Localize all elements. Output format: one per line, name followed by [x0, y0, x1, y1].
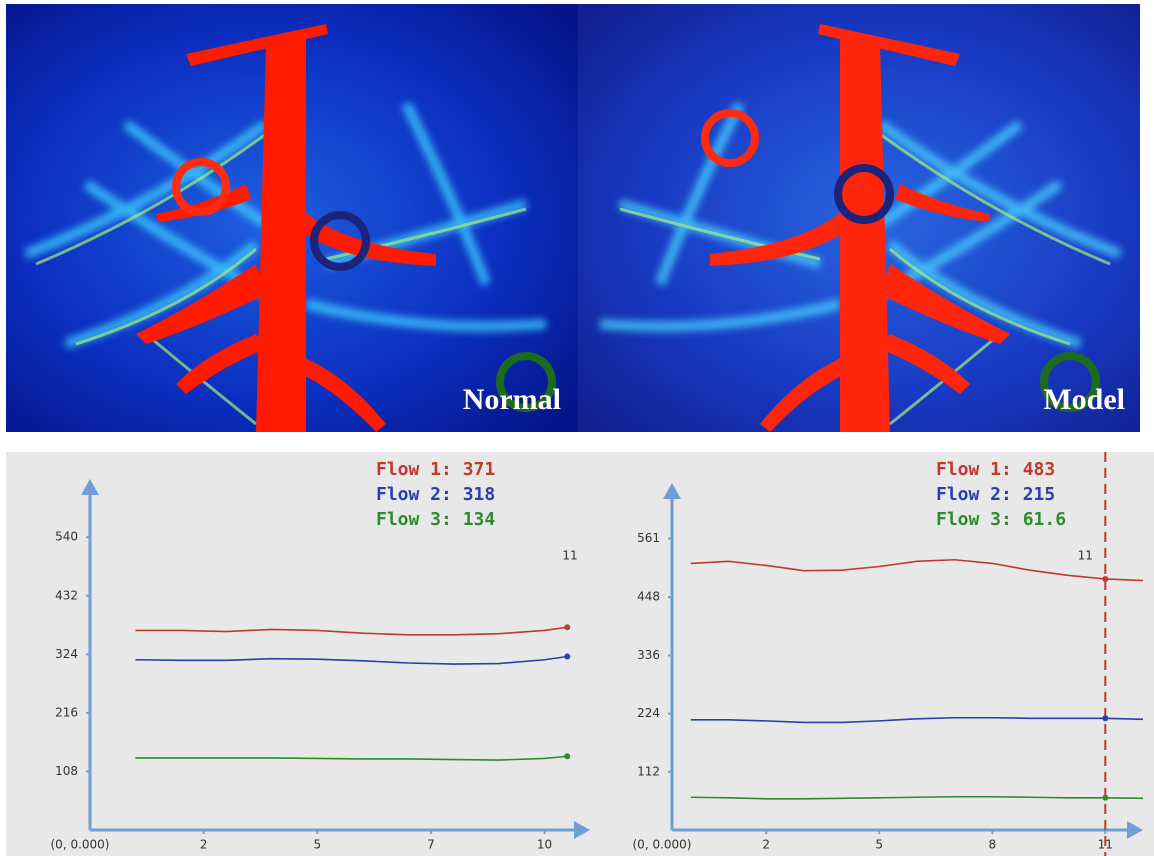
y-tick-label: 448: [637, 590, 660, 604]
y-tick-label: 112: [637, 764, 660, 778]
x-tick-label: 5: [313, 838, 321, 852]
cursor-label: 11: [1078, 549, 1093, 563]
x-tick-label: 2: [200, 838, 208, 852]
image-model: Model: [568, 4, 1140, 432]
y-tick-label: 432: [55, 588, 78, 602]
y-tick-label: 108: [55, 764, 78, 778]
cursor-point: [1102, 576, 1108, 582]
y-tick-label: 224: [637, 706, 660, 720]
flow-label: Flow 2: 215: [936, 484, 1055, 505]
cursor-label: 11: [562, 549, 577, 563]
x-tick-label: 5: [875, 838, 883, 852]
cursor-point: [564, 753, 570, 759]
cursor-point: [564, 654, 570, 660]
page: {"panels": [{"label": "Normal"}, {"label…: [0, 0, 1154, 856]
cursor-point: [1102, 795, 1108, 801]
flow-label: Flow 2: 318: [376, 484, 495, 505]
y-tick-label: 216: [55, 705, 78, 719]
figure: Normal Model (0, 0.000)10821632443254025…: [0, 0, 1154, 856]
x-tick-label: 2: [762, 838, 770, 852]
flow-label: Flow 3: 134: [376, 509, 495, 530]
origin-label: (0, 0.000): [633, 838, 692, 852]
y-tick-label: 561: [637, 531, 660, 545]
origin-label: (0, 0.000): [51, 838, 110, 852]
panel-label: Model: [1043, 383, 1125, 416]
x-tick-label: 8: [988, 838, 996, 852]
y-tick-label: 540: [55, 530, 78, 544]
flow-label: Flow 3: 61.6: [936, 509, 1066, 530]
x-tick-label: 10: [537, 838, 552, 852]
panel-label: Normal: [463, 383, 561, 416]
image-normal: Normal: [6, 4, 578, 432]
x-tick-label: 7: [427, 838, 435, 852]
flow-label: Flow 1: 483: [936, 459, 1055, 480]
flow-label: Flow 1: 371: [376, 459, 495, 480]
y-tick-label: 336: [637, 648, 660, 662]
cursor-point: [1102, 715, 1108, 721]
y-tick-label: 324: [55, 647, 78, 661]
cursor-point: [564, 624, 570, 630]
